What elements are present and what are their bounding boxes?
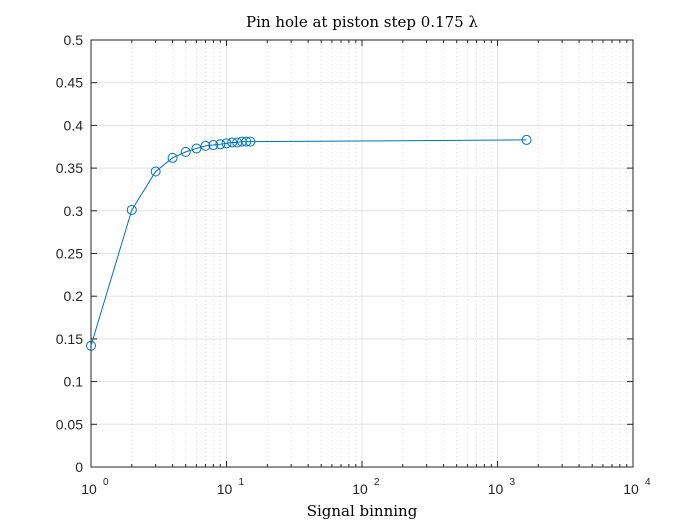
data-point — [521, 134, 532, 145]
y-tick-label: 0.05 — [56, 416, 83, 432]
x-tick-label-exponent: 3 — [510, 477, 516, 488]
y-tick-label: 0.45 — [56, 75, 83, 91]
ticks: 10 0 10 1 10 2 10 3 10 4 0 0.05 0.1 0.15 0.2 0.25 0.3 0.3… — [56, 32, 651, 497]
data-point — [126, 204, 137, 215]
x-tick-label: 10 — [488, 481, 504, 497]
y-tick-label: 0.15 — [56, 331, 83, 347]
x-tick-label-exponent: 0 — [103, 477, 109, 488]
y-tick-label: 0.3 — [64, 203, 84, 219]
data-point — [86, 340, 96, 351]
x-axis-label: Signal binning — [307, 502, 418, 520]
y-tick-label: 0.1 — [64, 374, 84, 390]
x-tick-label-exponent: 4 — [645, 477, 651, 488]
data-point — [167, 152, 178, 163]
data-point — [180, 146, 191, 157]
data-point — [200, 140, 211, 151]
data-point — [245, 136, 256, 147]
y-tick-label: 0.5 — [64, 32, 84, 48]
series-layer — [86, 134, 532, 351]
y-tick-label: 0.2 — [64, 288, 84, 304]
y-tick-label: 0 — [75, 459, 83, 475]
data-point — [191, 143, 202, 154]
data-point — [241, 136, 252, 147]
x-tick-label-exponent: 2 — [374, 477, 380, 488]
data-point — [221, 138, 232, 149]
series-line — [90, 139, 527, 346]
y-tick-label: 0.25 — [56, 246, 83, 262]
x-tick-label-exponent: 1 — [239, 477, 245, 488]
x-tick-label: 10 — [81, 481, 97, 497]
data-point — [227, 137, 238, 148]
data-point — [236, 136, 247, 147]
data-point — [150, 166, 161, 177]
data-point — [215, 139, 226, 150]
x-tick-label: 10 — [217, 481, 233, 497]
y-tick-label: 0.4 — [64, 117, 84, 133]
y-tick-label: 0.35 — [56, 160, 83, 176]
chart-title: Pin hole at piston step 0.175 λ — [246, 13, 478, 31]
data-point — [208, 140, 219, 151]
x-tick-label: 10 — [352, 481, 368, 497]
x-tick-label: 10 — [623, 481, 639, 497]
